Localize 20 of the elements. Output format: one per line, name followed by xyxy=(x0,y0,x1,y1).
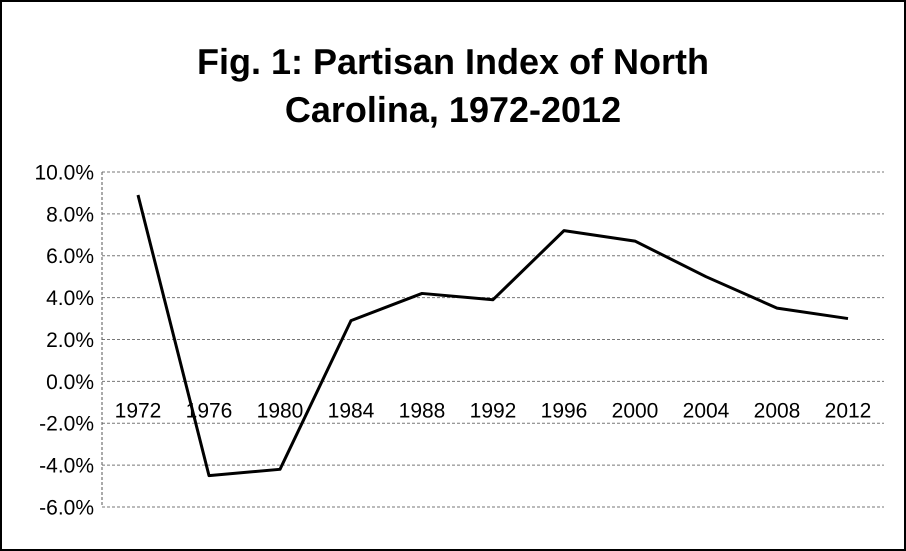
x-tick-label: 2012 xyxy=(824,399,872,422)
x-tick-label: 1996 xyxy=(540,399,588,422)
x-tick-label: 1988 xyxy=(398,399,446,422)
x-tick-label: 1992 xyxy=(470,399,516,422)
x-tick-label: 1972 xyxy=(114,399,162,422)
y-tick-label: -4.0% xyxy=(39,454,94,478)
y-tick-label: 10.0% xyxy=(34,161,94,184)
chart-title: Fig. 1: Partisan Index of North Carolina, 1972-2012 xyxy=(196,40,710,132)
y-tick-label: 0.0% xyxy=(46,370,94,394)
x-tick-label: 1984 xyxy=(328,399,375,422)
x-tick-label: 1980 xyxy=(256,399,304,422)
y-tick-label: 8.0% xyxy=(46,203,94,226)
y-tick-label: 6.0% xyxy=(46,245,94,268)
y-tick-label: 2.0% xyxy=(46,328,94,352)
x-tick-label: 2000 xyxy=(612,399,658,422)
y-tick-label: -2.0% xyxy=(39,412,94,436)
x-tick-label: 2004 xyxy=(682,399,730,422)
y-tick-label: 4.0% xyxy=(46,287,94,310)
y-tick-label: -6.0% xyxy=(39,496,94,520)
x-tick-label: 2008 xyxy=(754,399,800,422)
